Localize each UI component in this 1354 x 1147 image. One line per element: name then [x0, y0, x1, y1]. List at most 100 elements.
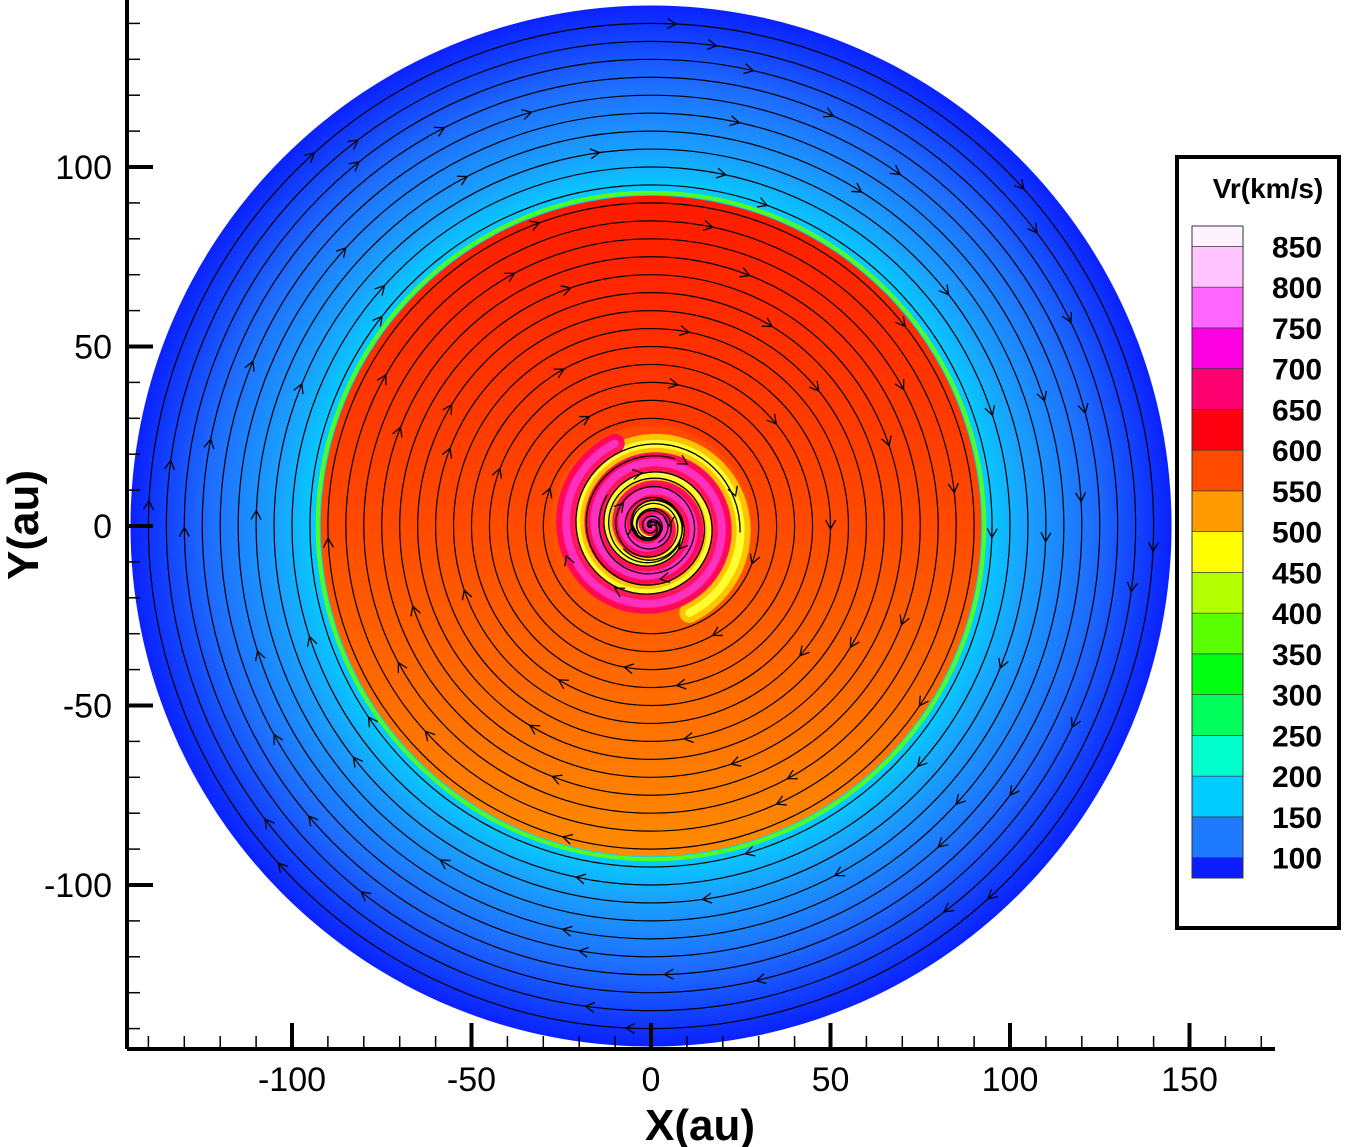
- streamline-arrow: [1013, 178, 1025, 190]
- streamline-arrow: [352, 756, 364, 768]
- streamline-arrow: [347, 139, 359, 150]
- y-tick-label: 100: [55, 149, 112, 187]
- colorbar-band: [1191, 368, 1244, 410]
- streamline-arrow: [456, 175, 469, 186]
- streamline-arrow: [307, 815, 319, 827]
- streamline: [417, 292, 885, 760]
- streamline-arrow: [729, 756, 742, 767]
- streamline: [488, 363, 814, 690]
- streamline: [237, 112, 1065, 940]
- colorbar-label: 450: [1272, 557, 1322, 590]
- streamline-arrow: [1126, 581, 1138, 593]
- streamline-arrow: [293, 382, 304, 395]
- streamline-arrow: [984, 405, 996, 417]
- colorbar-band: [1191, 490, 1244, 532]
- streamline-arrow: [675, 678, 687, 690]
- streamline-arrow: [322, 536, 334, 548]
- colorbar-label: 150: [1272, 802, 1322, 835]
- streamline: [452, 325, 850, 725]
- streamline: [178, 58, 1119, 994]
- streamline-arrow: [250, 509, 262, 520]
- streamline: [524, 399, 778, 653]
- streamline-path: [183, 58, 1119, 994]
- streamline-path: [237, 112, 1065, 940]
- streamline-arrow: [203, 437, 215, 450]
- streamline-arrow: [682, 732, 694, 744]
- streamline-arrow: [424, 730, 436, 742]
- colorbar-band: [1191, 286, 1244, 329]
- streamline-arrow: [374, 284, 386, 296]
- streamline-arrow: [577, 946, 590, 958]
- streamline-arrow: [998, 657, 1009, 670]
- streamline-arrow: [264, 818, 275, 830]
- streamline-path: [452, 327, 850, 725]
- streamline: [273, 148, 1029, 904]
- streamline-arrow: [277, 862, 289, 874]
- streamline-arrow: [749, 553, 761, 566]
- streamline-path: [417, 292, 885, 760]
- streamline-arrow: [987, 888, 999, 900]
- streamline-arrow: [254, 649, 266, 662]
- colorbar-band: [1191, 775, 1244, 818]
- streamline-arrow: [899, 614, 910, 626]
- streamline-path: [506, 381, 796, 671]
- colorbar-label: 300: [1272, 680, 1322, 713]
- streamline-arrow: [809, 380, 820, 393]
- streamline-arrow: [397, 661, 408, 673]
- streamline-arrow: [678, 325, 691, 336]
- streamline-arrow: [938, 284, 950, 296]
- streamline-arrow: [663, 516, 675, 528]
- streamline-arrow: [754, 973, 767, 985]
- streamline: [585, 454, 706, 598]
- streamline-arrow: [624, 1022, 636, 1035]
- colorbar-label: 100: [1272, 843, 1322, 876]
- streamline: [399, 274, 903, 778]
- streamline-arrow: [889, 164, 902, 176]
- streamline-arrow: [1009, 784, 1020, 797]
- colorbar-band: [1191, 327, 1244, 369]
- streamline-arrow: [303, 152, 315, 164]
- streamline-arrow: [761, 317, 774, 328]
- x-tick-label: -50: [447, 1061, 496, 1099]
- colorbar-legend: Vr(km/s) 100 150 200 250 300 350 400 450 500 550 6…: [1175, 155, 1341, 930]
- streamline-arrow: [433, 126, 446, 137]
- streamline-path: [524, 399, 778, 653]
- streamline-path: [575, 443, 741, 595]
- streamline-arrow: [676, 454, 689, 465]
- colorbar-band: [1191, 857, 1244, 879]
- streamline-arrow: [392, 426, 403, 438]
- colorbar-band: [1191, 735, 1244, 777]
- colorbar-band: [1191, 816, 1244, 858]
- colorbar-label: 650: [1272, 394, 1322, 427]
- streamline-path: [309, 184, 993, 868]
- streamline-arrow: [744, 845, 756, 857]
- colorbar-label: 550: [1272, 476, 1322, 509]
- streamline-arrow: [799, 645, 810, 657]
- streamline-arrow: [702, 219, 715, 231]
- y-tick-label: 50: [74, 329, 112, 367]
- streamline-path: [585, 455, 706, 586]
- streamline-arrow: [701, 892, 713, 904]
- streamline-arrow: [729, 115, 741, 127]
- streamline-path: [291, 166, 1011, 886]
- streamline-arrow: [553, 368, 566, 379]
- x-axis-title: X(au): [645, 1101, 755, 1147]
- streamline: [309, 184, 998, 868]
- y-tick-label: -50: [63, 688, 112, 726]
- streamline-arrow: [786, 769, 798, 780]
- streamline-arrow: [943, 902, 955, 913]
- streamline-arrow: [244, 360, 255, 372]
- streamline: [345, 219, 959, 832]
- streamline-path: [219, 94, 1083, 958]
- streamline-arrow: [1070, 716, 1081, 729]
- streamline: [250, 130, 1052, 922]
- streamline-arrow: [706, 39, 718, 51]
- colorbar-label: 250: [1272, 720, 1322, 753]
- streamline-arrow: [410, 604, 421, 617]
- colorbar-band: [1191, 694, 1244, 736]
- streamline-path: [470, 345, 832, 707]
- streamline-path: [201, 76, 1101, 976]
- y-axis-title: Y(au): [0, 470, 48, 580]
- streamline-arrow: [986, 528, 998, 539]
